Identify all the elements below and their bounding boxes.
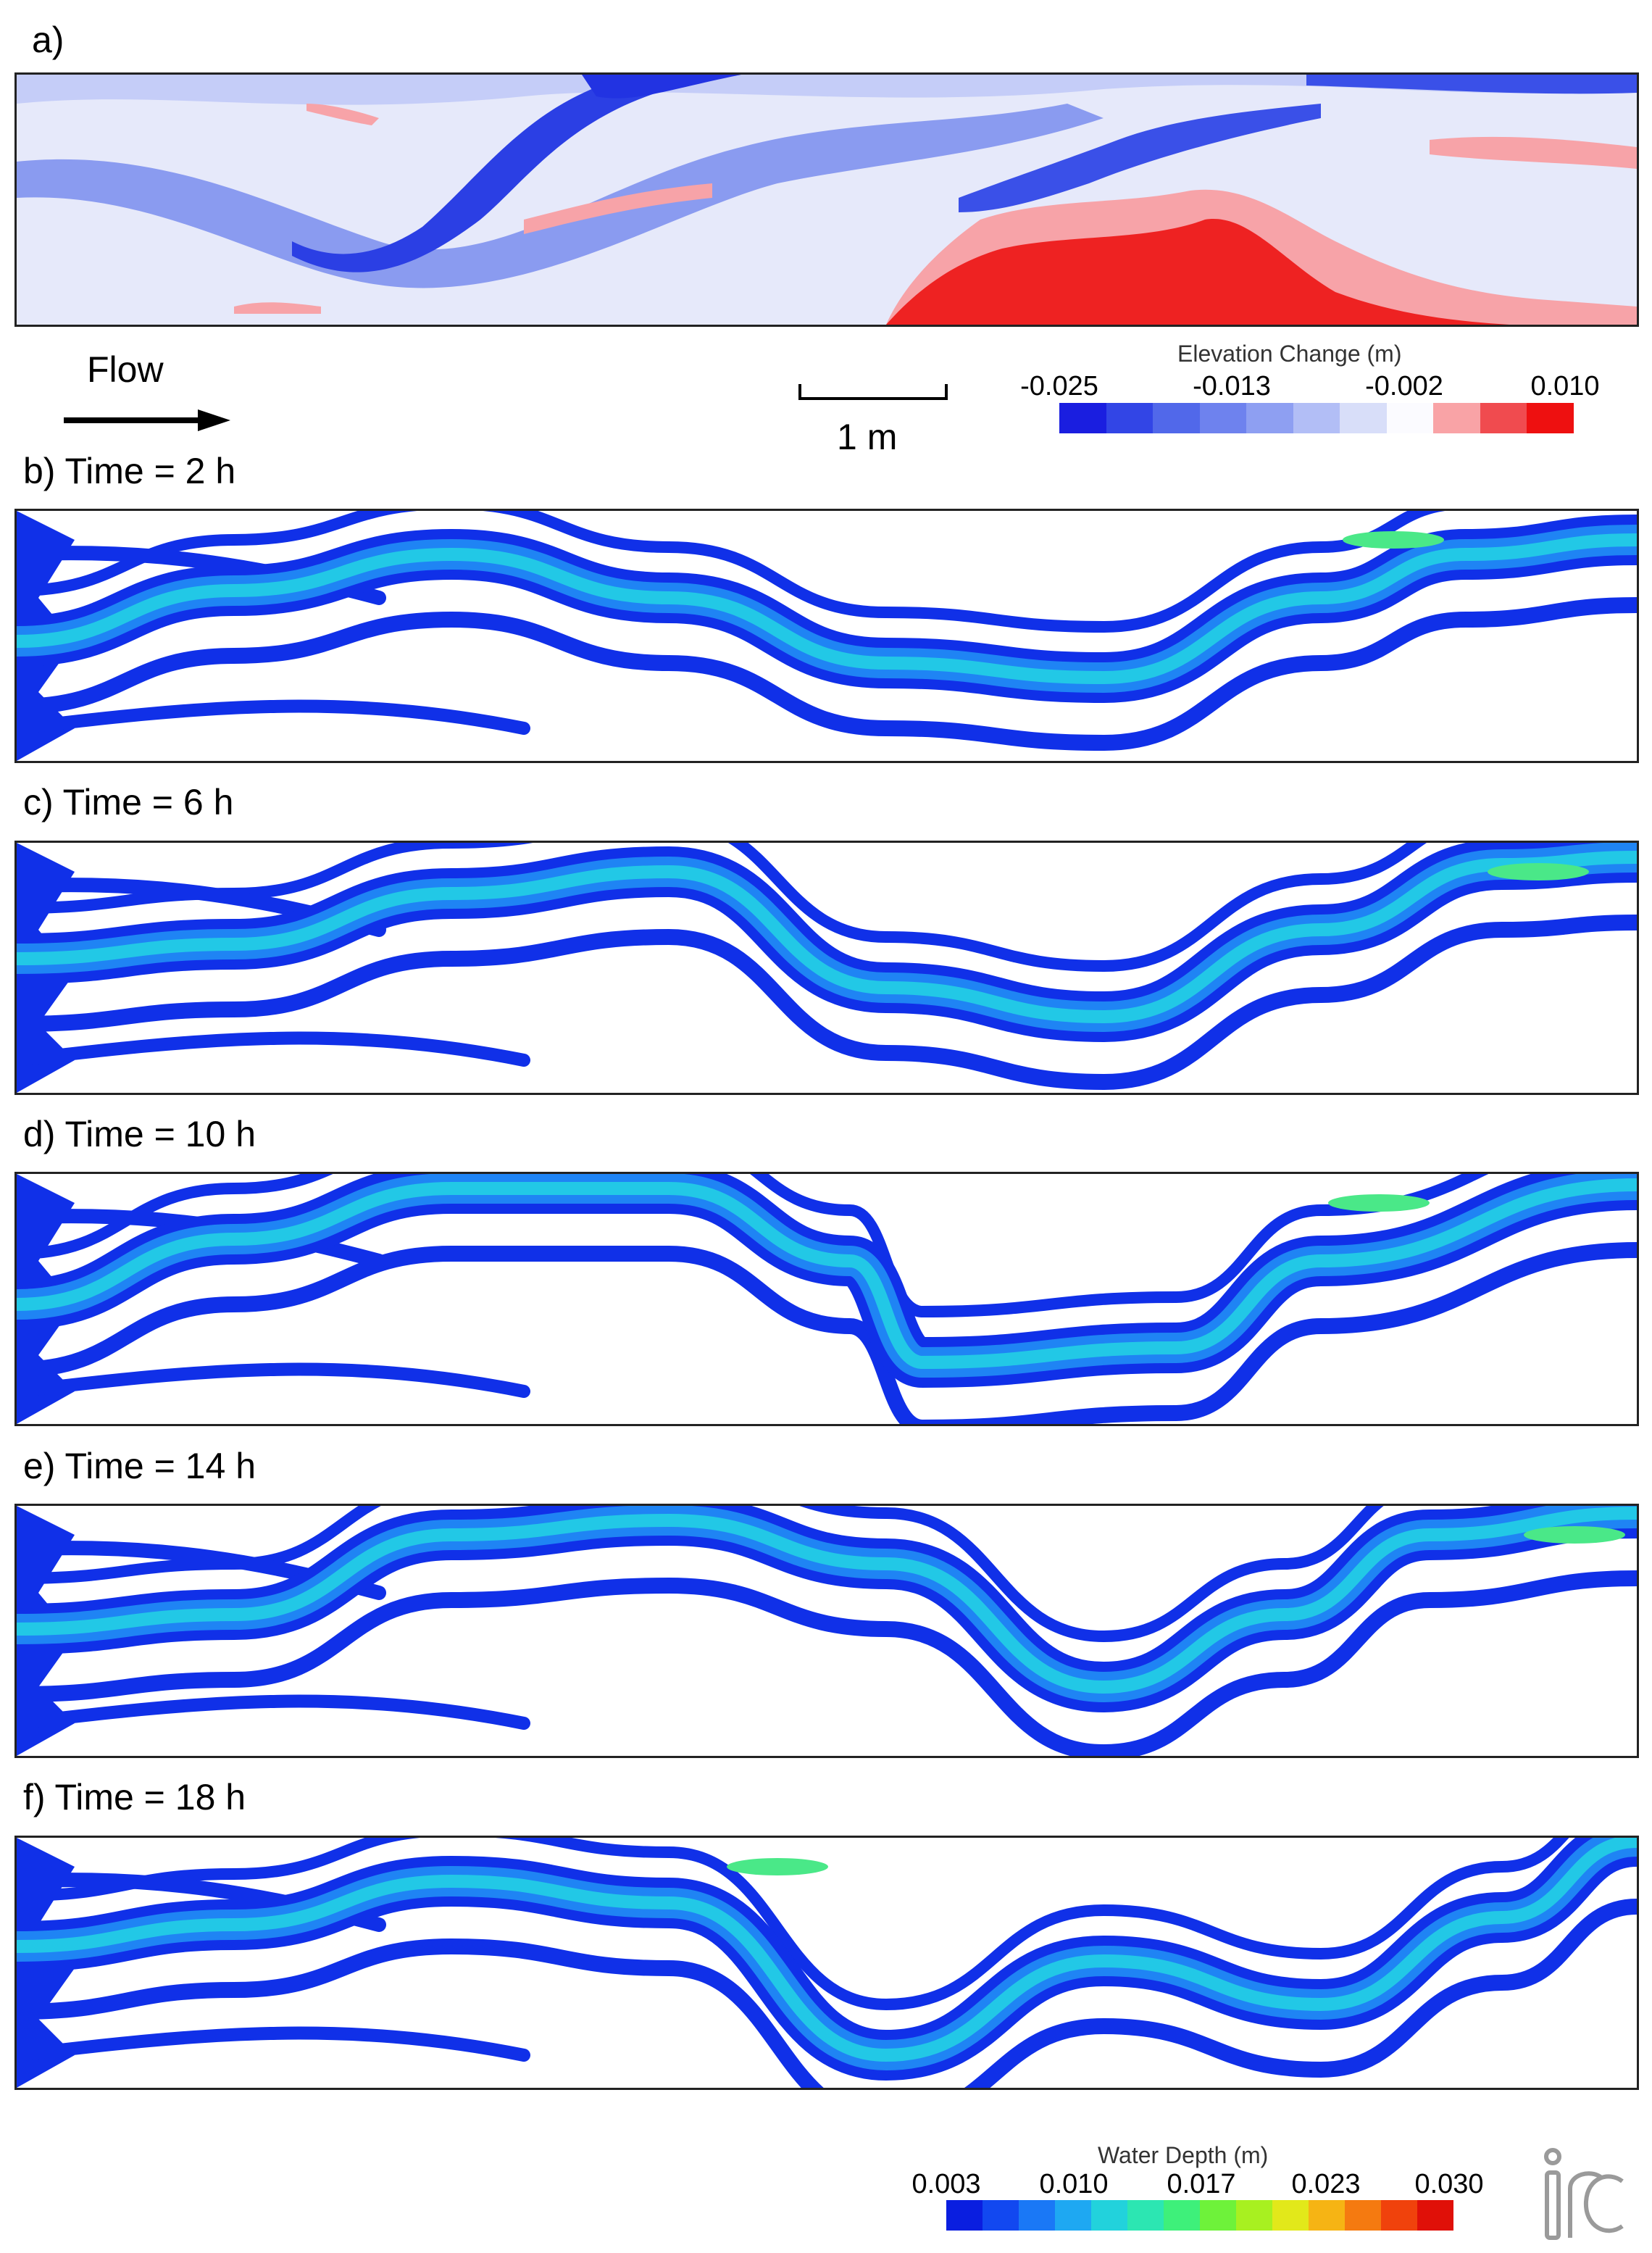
water-depth-plot	[17, 511, 1637, 761]
main-channel-deep	[17, 1507, 1637, 1694]
depth-tick-3: 0.017	[1167, 2169, 1236, 2199]
elevation-swatch-2	[1106, 403, 1154, 433]
depth-tick-5: 0.030	[1414, 2169, 1484, 2199]
panel-e-label: e) Time = 14 h	[23, 1446, 256, 1486]
secondary-channel	[17, 915, 1637, 1091]
water-depth-plot	[17, 1838, 1637, 2088]
elevation-change-map	[14, 72, 1639, 327]
elevation-swatch-7	[1340, 403, 1387, 433]
water-depth-map-c	[14, 841, 1639, 1095]
elevation-swatch-10	[1480, 403, 1527, 433]
water-depth-plot	[17, 1174, 1637, 1424]
depth-swatch-6	[1127, 2200, 1164, 2231]
elevation-change-plot	[17, 75, 1637, 325]
depth-tick-1: 0.003	[911, 2169, 981, 2199]
deep-water-zone	[1488, 863, 1589, 880]
elevation-swatch-4	[1199, 403, 1247, 433]
depth-swatch-1	[946, 2200, 983, 2231]
depth-swatch-14	[1417, 2200, 1453, 2231]
water-depth-map-b	[14, 509, 1639, 763]
depth-swatch-9	[1236, 2200, 1272, 2231]
elevation-swatch-1	[1059, 403, 1106, 433]
depth-swatch-4	[1055, 2200, 1091, 2231]
elevation-tick-1: -0.025	[1020, 371, 1098, 401]
secondary-channel	[17, 511, 1446, 633]
depth-swatch-5	[1091, 2200, 1127, 2231]
elevation-legend-title: Elevation Change (m)	[1177, 341, 1402, 367]
depth-tick-2: 0.010	[1039, 2169, 1109, 2199]
panel-c-label: c) Time = 6 h	[23, 782, 234, 823]
water-depth-plot	[17, 1506, 1637, 1756]
depth-swatch-7	[1164, 2200, 1200, 2231]
secondary-channel	[17, 1506, 1384, 1643]
water-depth-map-f	[14, 1836, 1639, 2090]
depth-swatch-11	[1309, 2200, 1345, 2231]
elevation-tick-2: -0.013	[1193, 371, 1271, 401]
secondary-channel	[17, 1174, 1489, 1318]
deep-water-zone	[727, 1858, 828, 1875]
flow-label: Flow	[87, 349, 164, 390]
secondary-channel	[17, 1242, 1637, 1424]
water-depth-plot	[17, 843, 1637, 1093]
depth-swatch-13	[1381, 2200, 1417, 2231]
secondary-channel	[17, 597, 1637, 751]
elevation-swatch-5	[1246, 403, 1293, 433]
secondary-channel	[17, 2026, 530, 2062]
secondary-channel	[17, 1694, 530, 1730]
secondary-channel	[17, 843, 1427, 973]
elevation-swatch-3	[1153, 403, 1200, 433]
depth-swatch-2	[983, 2200, 1019, 2231]
depth-swatch-8	[1200, 2200, 1236, 2231]
secondary-channel	[17, 1031, 530, 1067]
panel-f-label: f) Time = 18 h	[23, 1777, 246, 1817]
main-channel-deep	[17, 1178, 1637, 1370]
secondary-channel	[17, 1838, 1569, 2011]
main-channel-deep	[17, 533, 1637, 685]
elevation-swatch-6	[1293, 403, 1340, 433]
elevation-color-bar	[1059, 403, 1574, 433]
depth-legend-title: Water Depth (m)	[1098, 2142, 1269, 2168]
panel-a-label: a)	[32, 20, 64, 60]
secondary-channel	[17, 1362, 530, 1398]
depth-tick-4: 0.023	[1291, 2169, 1361, 2199]
deep-water-zone	[1328, 1194, 1430, 1212]
panel-d-label: d) Time = 10 h	[23, 1114, 256, 1154]
secondary-channel	[17, 699, 530, 735]
depth-swatch-10	[1272, 2200, 1309, 2231]
depth-swatch-12	[1345, 2200, 1381, 2231]
panel-b-label: b) Time = 2 h	[23, 451, 236, 491]
secondary-channel	[17, 1899, 1637, 2088]
scale-bar-label: 1 m	[837, 417, 898, 457]
elevation-swatch-9	[1433, 403, 1480, 433]
scale-bar	[798, 384, 948, 400]
elevation-tick-3: -0.002	[1365, 371, 1443, 401]
deep-water-zone	[1524, 1526, 1625, 1544]
iric-logo	[1544, 2148, 1624, 2240]
deep-water-zone	[1343, 531, 1444, 549]
elevation-swatch-11	[1527, 403, 1574, 433]
depth-color-bar	[946, 2200, 1453, 2231]
elevation-tick-4: 0.010	[1530, 371, 1600, 401]
flow-arrow-icon	[64, 409, 230, 431]
depth-swatch-3	[1019, 2200, 1055, 2231]
secondary-channel	[17, 1570, 1637, 1756]
water-depth-map-e	[14, 1504, 1639, 1758]
water-depth-map-d	[14, 1172, 1639, 1426]
elevation-swatch-8	[1386, 403, 1434, 433]
main-channel-deep	[17, 851, 1637, 1024]
main-channel-deep	[17, 1838, 1637, 2062]
